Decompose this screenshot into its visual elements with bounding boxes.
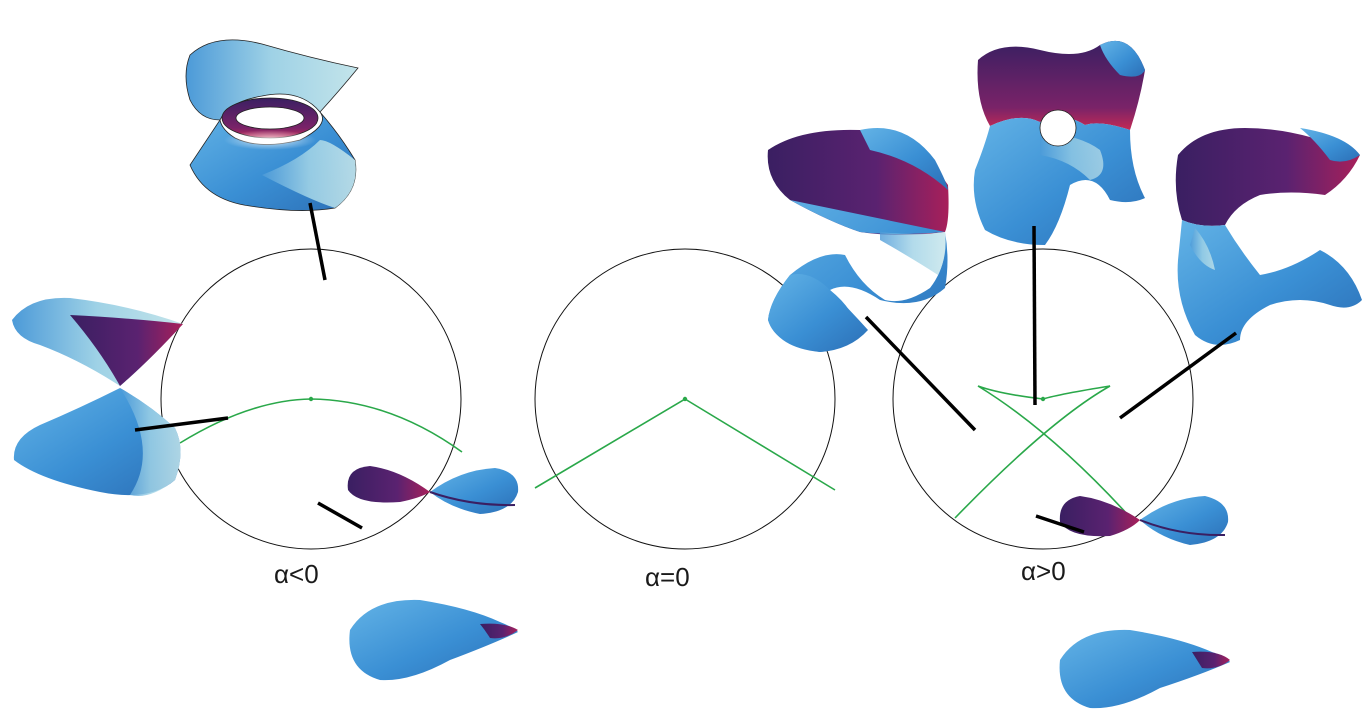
panel-alpha-negative: α<0	[12, 39, 519, 681]
twisted-surface-icon	[185, 39, 359, 211]
saddle-surface-icon	[1059, 629, 1230, 709]
bifurcation-curve	[534, 398, 836, 491]
bifurcation-circle	[534, 248, 836, 550]
curve-cusp-point	[682, 396, 688, 402]
c-shaped-surface-icon	[1175, 128, 1362, 345]
panel-label: α<0	[274, 559, 319, 589]
panel-label: α>0	[1021, 556, 1066, 586]
panel-alpha-positive: α>0	[767, 40, 1362, 709]
panel-alpha-zero: α=0	[534, 248, 836, 592]
pointer-line	[864, 315, 977, 432]
curve-cusp-point	[1040, 396, 1046, 402]
pointer-line	[134, 416, 229, 432]
figure-eight-surface-icon	[347, 466, 519, 514]
pointer-line	[317, 501, 363, 530]
holed-surface-icon	[973, 40, 1145, 246]
cone-surface-icon	[12, 297, 183, 496]
saddle-surface-icon	[349, 599, 518, 681]
curve-cusp-point	[308, 396, 314, 402]
pointer-line	[1035, 514, 1085, 534]
bifurcation-circle	[892, 248, 1194, 550]
bifurcation-circle	[160, 248, 462, 550]
pointer-line	[1032, 225, 1037, 406]
bifurcation-curve	[954, 385, 1129, 519]
panel-label: α=0	[645, 562, 690, 592]
bifurcation-curve	[179, 398, 463, 453]
pointer-line	[308, 202, 327, 281]
c-shaped-surface-icon	[767, 128, 949, 352]
pointer-line	[1118, 331, 1238, 420]
figure-eight-surface-icon	[1059, 496, 1229, 545]
